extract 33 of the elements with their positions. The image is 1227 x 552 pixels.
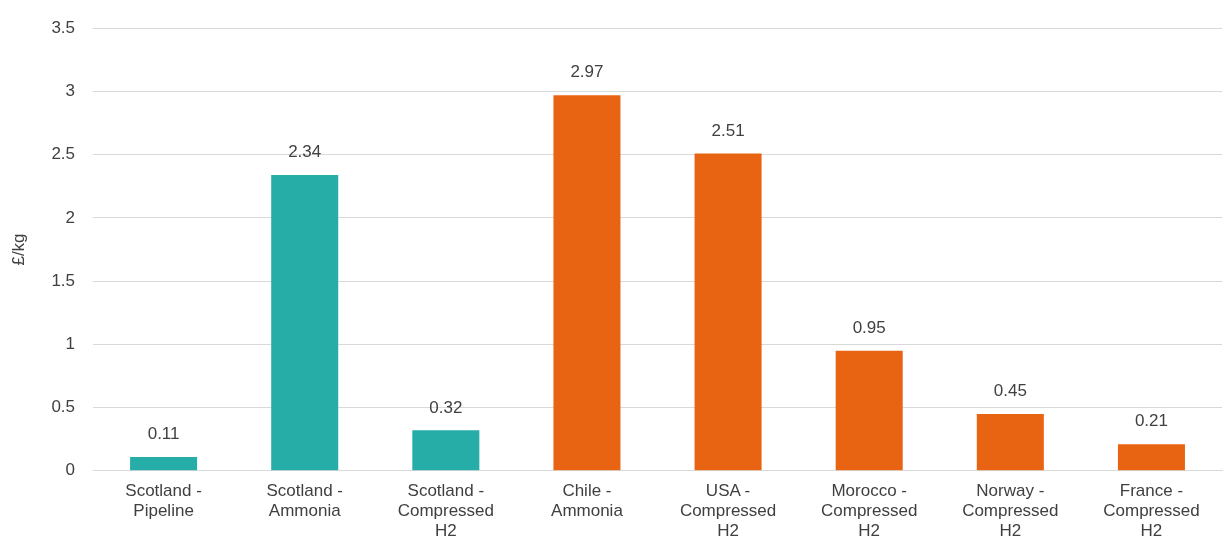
x-tick-label: Scotland - Pipeline (125, 480, 202, 521)
data-label: 2.97 (570, 62, 604, 82)
bar (412, 430, 480, 471)
bar (1117, 444, 1185, 471)
data-label: 0.45 (993, 381, 1027, 401)
bar (271, 174, 339, 471)
y-tick-label: 1 (65, 334, 76, 354)
bar (553, 95, 621, 471)
x-tick-label: Scotland - Ammonia (266, 480, 343, 521)
x-tick-label: Morocco - Compressed H2 (821, 480, 918, 541)
y-tick-label: 3 (65, 81, 76, 101)
y-tick-label: 1.5 (51, 270, 76, 290)
bar (130, 456, 198, 471)
data-label: 0.32 (429, 397, 463, 417)
x-tick-label: Chile - Ammonia (551, 480, 624, 521)
bar (694, 153, 762, 471)
data-label: 0.95 (852, 317, 886, 337)
bar (976, 413, 1044, 471)
x-tick-label: USA - Compressed H2 (679, 480, 777, 541)
data-label: 0.11 (147, 424, 180, 444)
y-axis-title: £/kg (8, 233, 28, 266)
y-tick-label: 0 (65, 460, 76, 480)
data-label: 0.21 (1134, 411, 1168, 431)
data-label: 2.34 (288, 142, 322, 162)
data-label: 2.51 (711, 120, 745, 140)
y-tick-label: 2 (65, 207, 76, 227)
bar (835, 350, 903, 471)
y-tick-label: 3.5 (51, 17, 76, 37)
x-tick-label: Scotland - Compressed H2 (397, 480, 495, 541)
x-tick-label: Norway - Compressed H2 (962, 480, 1059, 541)
y-tick-label: 2.5 (51, 144, 76, 164)
x-tick-label: France - Compressed H2 (1103, 480, 1200, 541)
y-tick-label: 0.5 (51, 397, 76, 417)
